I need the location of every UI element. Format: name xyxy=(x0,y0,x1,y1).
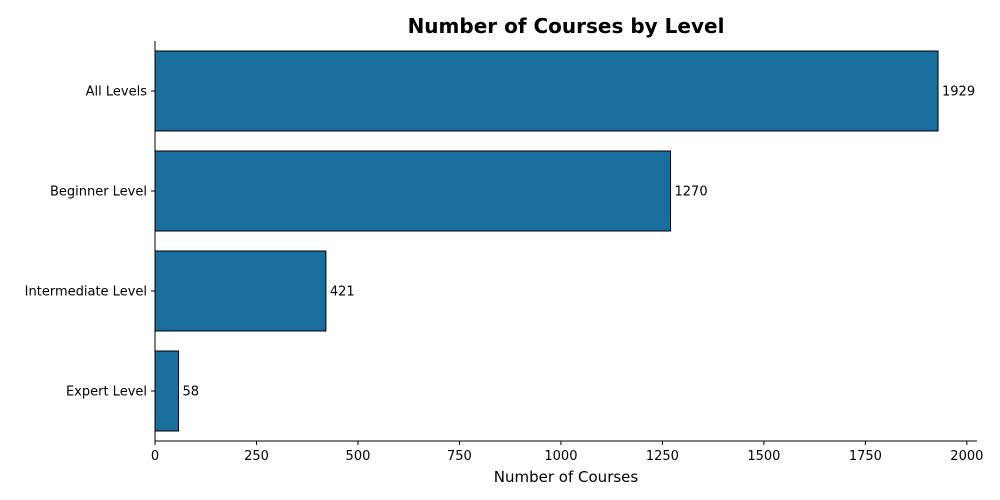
y-tick-label: Intermediate Level xyxy=(25,285,147,300)
bar xyxy=(154,250,327,332)
data-labels-group: 1929 1270 421 58 xyxy=(183,85,976,400)
x-tick-label: 250 xyxy=(244,449,269,464)
x-tick-label: 0 xyxy=(151,449,159,464)
bar xyxy=(154,350,180,432)
x-tick-label: 1750 xyxy=(849,449,882,464)
y-tick-label: Expert Level xyxy=(66,385,147,400)
chart-title: Number of Courses by Level xyxy=(408,14,725,38)
y-tick-label: All Levels xyxy=(86,85,148,100)
x-tick-label: 2000 xyxy=(950,449,983,464)
bar xyxy=(154,50,939,132)
y-tick-label: Beginner Level xyxy=(50,185,147,200)
x-tick-label: 1500 xyxy=(747,449,780,464)
x-axis: 0 250 500 750 1000 1250 1500 1750 2000 xyxy=(151,440,983,464)
x-tick-label: 750 xyxy=(447,449,472,464)
x-tick-label: 1000 xyxy=(544,449,577,464)
x-axis-label: Number of Courses xyxy=(494,468,639,486)
bars-group xyxy=(154,50,939,432)
y-axis: All Levels Beginner Level Intermediate Lev… xyxy=(25,41,156,441)
data-label: 58 xyxy=(183,385,200,400)
x-tick-label: 500 xyxy=(346,449,371,464)
data-label: 421 xyxy=(330,285,355,300)
bar xyxy=(154,150,672,232)
x-tick-label: 1250 xyxy=(646,449,679,464)
data-label: 1270 xyxy=(675,185,708,200)
data-label: 1929 xyxy=(942,85,975,100)
